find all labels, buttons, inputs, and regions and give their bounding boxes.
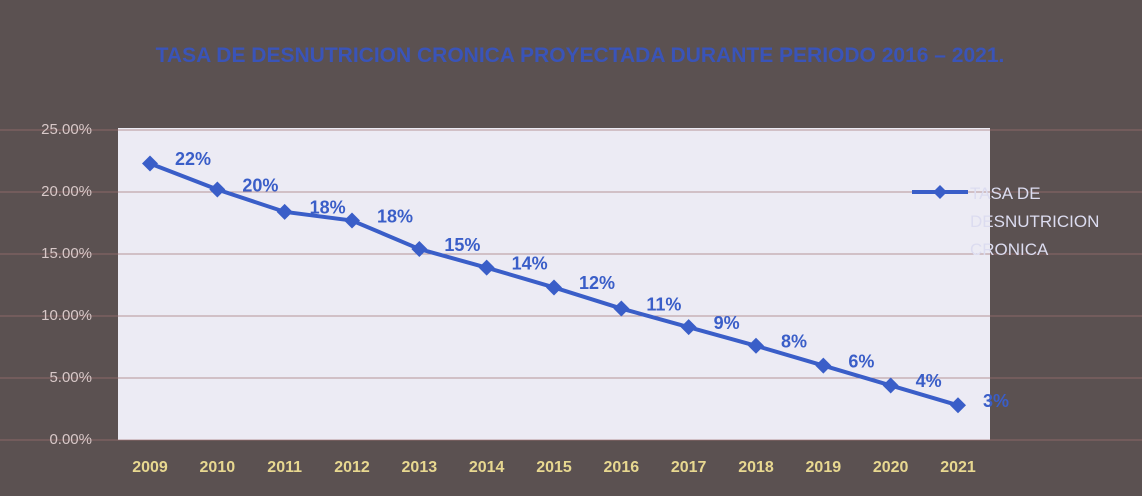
legend-label: TASA DE DESNUTRICION CRONICA — [970, 184, 1100, 259]
chart-title: TASA DE DESNUTRICION CRONICA PROYECTADA … — [155, 44, 1005, 67]
data-label: 12% — [579, 273, 615, 293]
data-label: 6% — [848, 351, 874, 371]
data-label: 22% — [175, 149, 211, 169]
data-label: 20% — [242, 175, 278, 195]
marker — [680, 319, 697, 336]
x-tick-label: 2020 — [873, 459, 909, 476]
marker — [411, 241, 428, 258]
marker — [478, 259, 495, 276]
marker — [344, 212, 360, 229]
marker — [882, 377, 899, 394]
x-tick-label: 2016 — [604, 459, 640, 476]
marker — [142, 155, 158, 172]
marker — [209, 181, 226, 198]
x-tick-label: 2011 — [267, 459, 302, 476]
data-label: 3% — [983, 391, 1009, 411]
x-tick-label: 2009 — [132, 459, 168, 476]
x-tick-label: 2021 — [940, 459, 976, 476]
y-tick-label: 0.00% — [49, 431, 92, 448]
legend-marker — [933, 185, 947, 199]
data-label: 4% — [916, 371, 942, 391]
y-tick-label: 15.00% — [41, 245, 92, 262]
data-label: 15% — [444, 235, 480, 255]
x-tick-label: 2013 — [402, 459, 438, 476]
x-tick-label: 2015 — [536, 459, 572, 476]
data-label: 11% — [646, 294, 681, 314]
y-tick-label: 25.00% — [41, 121, 92, 138]
x-tick-label: 2012 — [334, 459, 370, 476]
marker — [613, 300, 630, 317]
y-tick-label: 20.00% — [41, 183, 92, 200]
y-tick-label: 5.00% — [49, 369, 92, 386]
x-tick-label: 2018 — [738, 459, 774, 476]
marker — [815, 357, 832, 374]
marker — [748, 337, 764, 354]
data-label: 8% — [781, 332, 807, 352]
data-label: 14% — [512, 253, 548, 273]
x-tick-label: 2019 — [806, 459, 842, 476]
marker — [276, 203, 293, 220]
marker — [950, 397, 966, 414]
x-tick-label: 2017 — [671, 459, 707, 476]
y-tick-label: 10.00% — [41, 307, 92, 324]
marker — [546, 279, 562, 296]
data-label: 9% — [714, 313, 740, 333]
x-tick-label: 2014 — [469, 459, 505, 476]
data-label: 18% — [377, 206, 413, 226]
data-label: 18% — [310, 198, 346, 218]
x-tick-label: 2010 — [200, 459, 236, 476]
